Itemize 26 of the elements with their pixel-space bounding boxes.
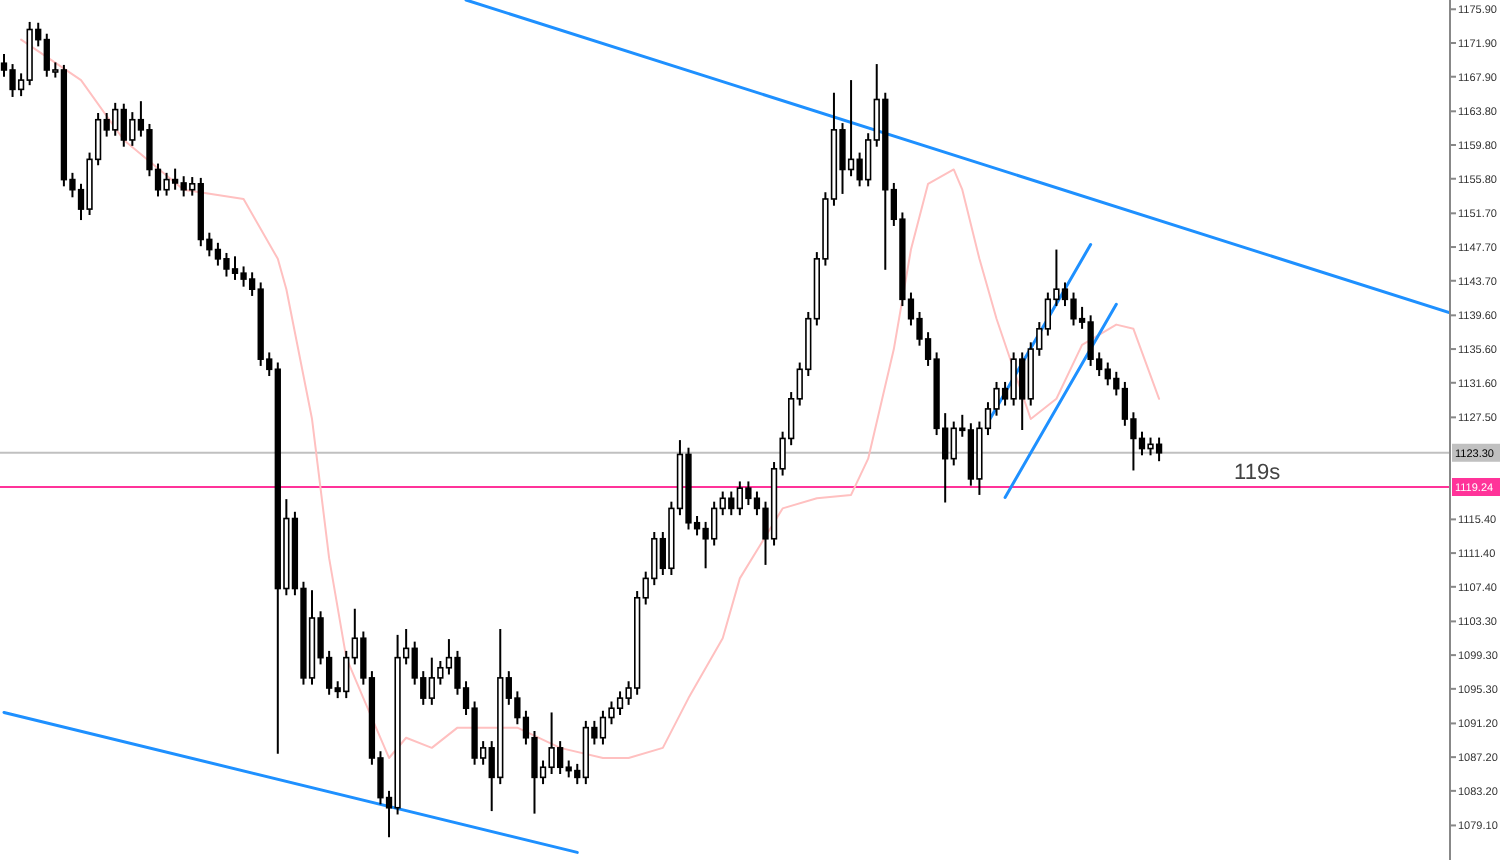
candlestick	[847, 79, 855, 178]
candlestick	[745, 480, 752, 507]
candlestick	[223, 251, 230, 278]
candlestick	[839, 122, 846, 195]
candlestick	[112, 101, 119, 137]
candlestick	[214, 241, 222, 267]
candlestick	[1010, 351, 1017, 407]
candlestick	[599, 709, 607, 746]
candlestick	[616, 690, 624, 716]
candlestick	[231, 255, 239, 281]
candlestick	[950, 420, 957, 467]
candlestick	[171, 167, 179, 191]
candlestick	[9, 63, 16, 98]
candlestick	[240, 265, 247, 288]
candlestick	[180, 175, 187, 198]
candlestick	[120, 102, 127, 148]
candlestick	[163, 171, 170, 197]
candlestick	[129, 111, 136, 147]
candlestick	[1104, 361, 1111, 387]
candlestick	[548, 711, 555, 775]
candlestick	[1087, 314, 1094, 367]
candlestick	[1070, 291, 1077, 327]
candlestick	[1155, 436, 1163, 463]
candlestick	[728, 490, 735, 517]
annotation: 119s	[1234, 461, 1282, 485]
candlestick	[43, 32, 50, 78]
